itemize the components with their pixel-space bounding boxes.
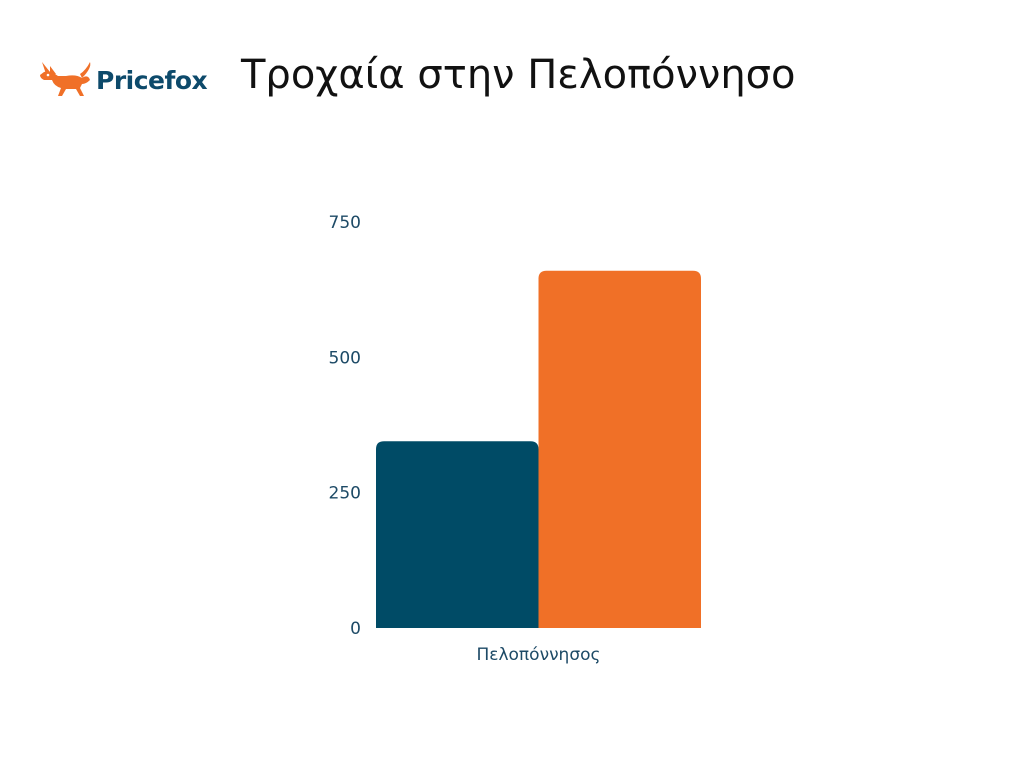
brand-logo: Pricefox <box>36 58 236 102</box>
y-tick-label: 0 <box>350 619 361 639</box>
fox-logo-icon <box>40 62 91 96</box>
bar <box>376 441 539 628</box>
x-category-label: Πελοπόννησος <box>477 645 601 665</box>
page-title: Τροχαία στην Πελοπόννησο <box>241 52 796 98</box>
header: Pricefox <box>36 48 236 112</box>
bar <box>538 270 701 628</box>
y-tick-label: 250 <box>329 484 361 504</box>
brand-name: Pricefox <box>96 65 208 95</box>
y-tick-label: 500 <box>329 348 361 368</box>
y-tick-label: 750 <box>329 213 361 233</box>
